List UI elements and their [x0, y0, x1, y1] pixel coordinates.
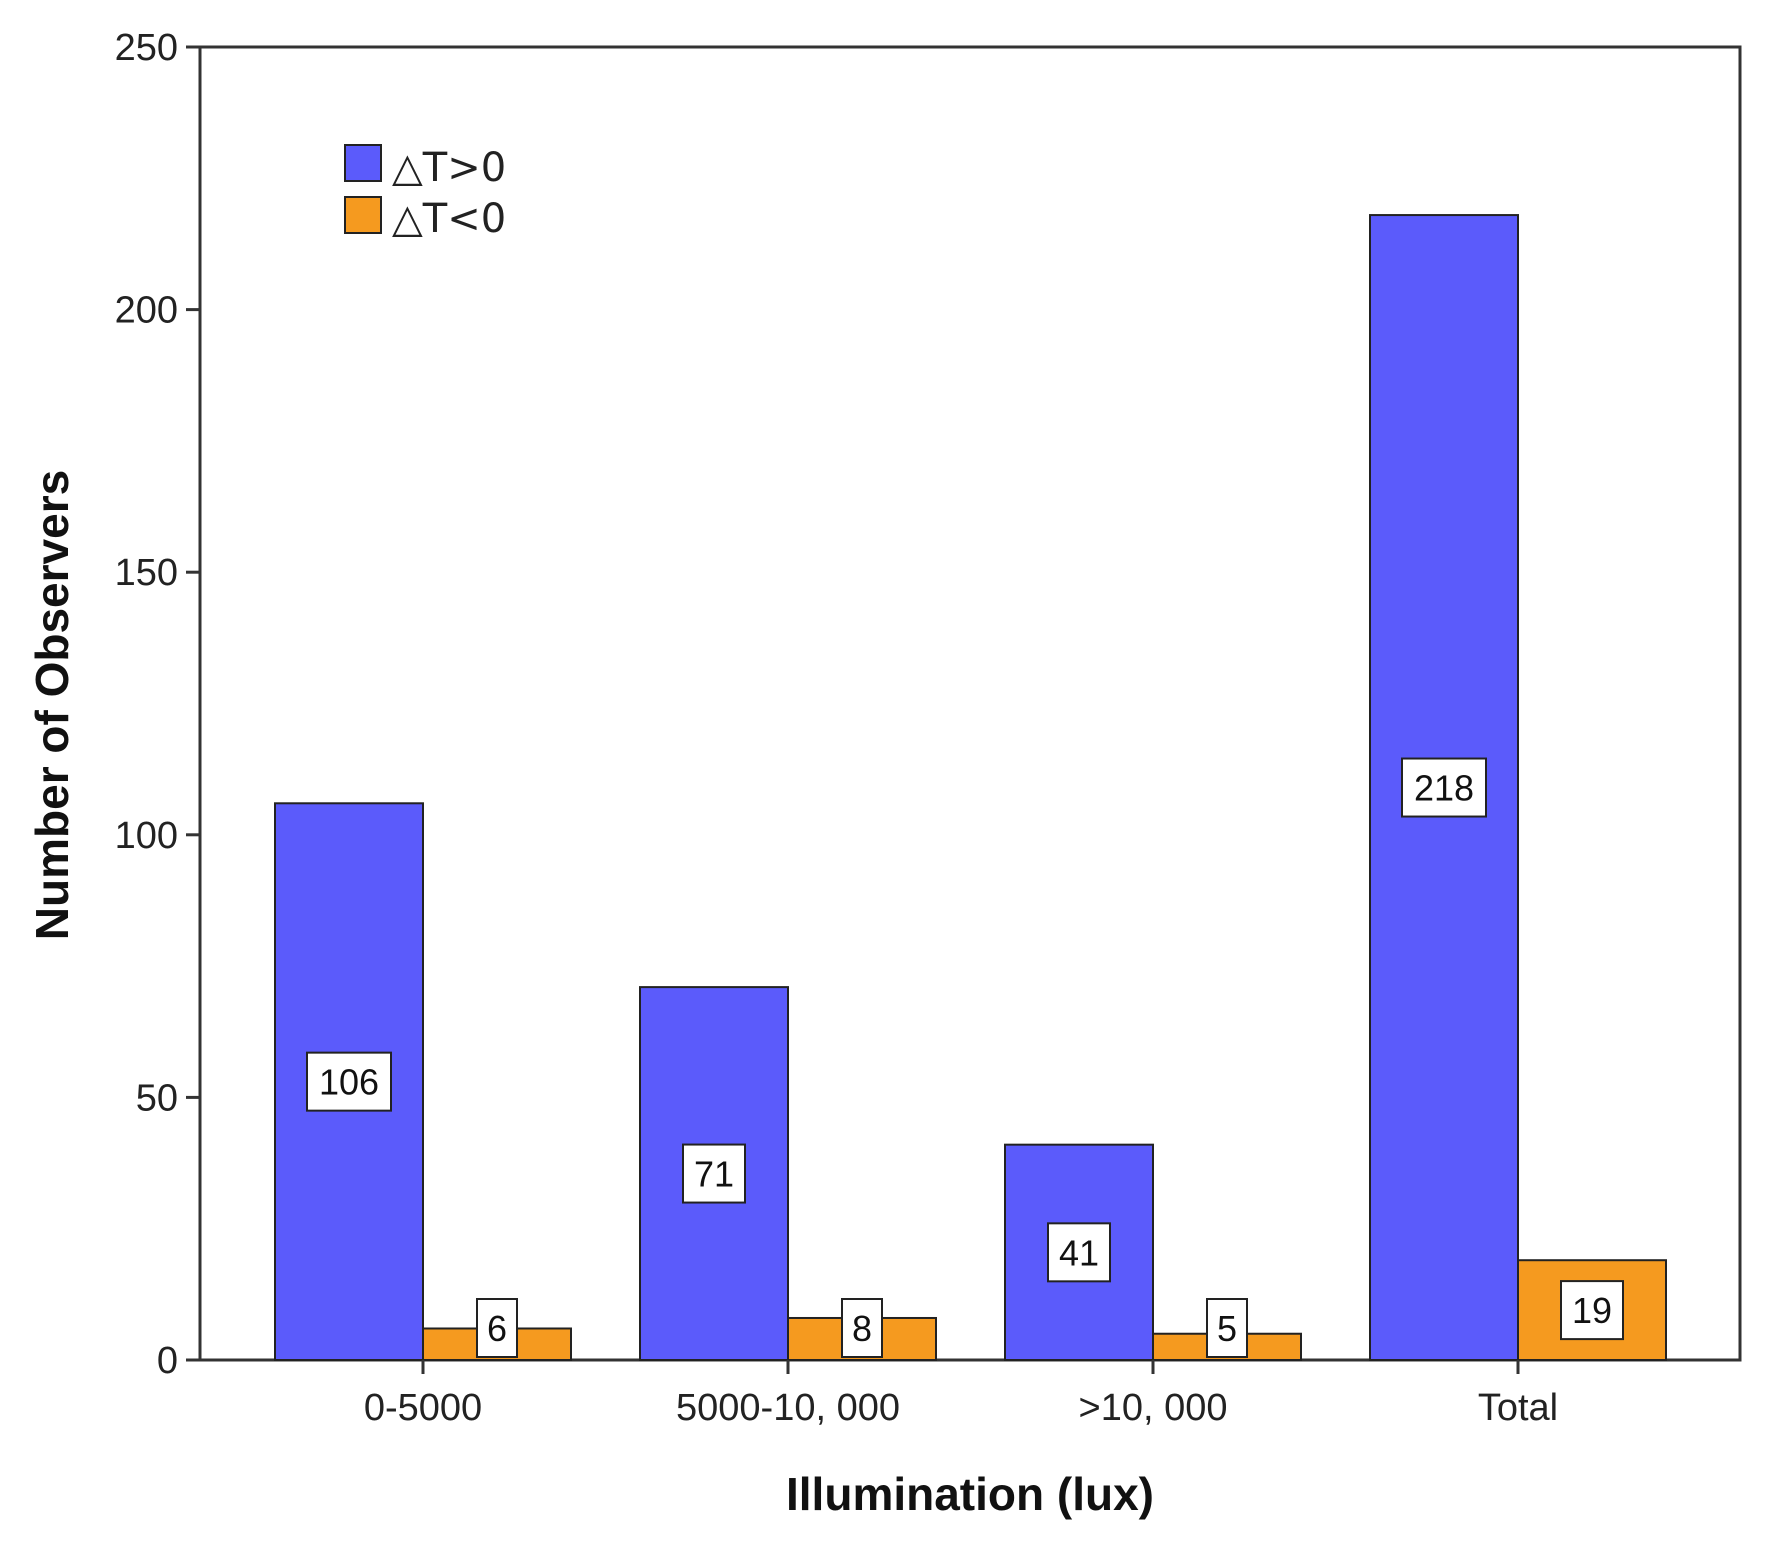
y-axis-title: Number of Observers	[26, 470, 78, 940]
data-label-box-dt-positive-10-000	[1047, 1222, 1111, 1283]
y-tick-label-150: 150	[115, 552, 178, 594]
data-label-box-dt-positive-total	[1401, 757, 1487, 818]
data-label-dt-negative-5000-10-000: 8	[852, 1308, 872, 1349]
x-tick-label-5000-10-000: 5000-10, 000	[676, 1387, 900, 1429]
data-label-dt-positive-0-5000: 106	[319, 1062, 379, 1103]
x-tick-label-10-000: >10, 000	[1079, 1387, 1228, 1429]
x-tick-label-0-5000: 0-5000	[364, 1387, 482, 1429]
y-tick-label-200: 200	[115, 290, 178, 332]
data-label-dt-negative-total: 19	[1572, 1290, 1612, 1331]
bars-layer	[274, 214, 1667, 1362]
data-label-dt-negative-10-000: 5	[1217, 1308, 1237, 1349]
data-label-box-dt-positive-5000-10-000	[682, 1143, 746, 1204]
legend-swatch-dt-positive	[344, 144, 382, 182]
y-tick-label-0: 0	[157, 1340, 178, 1382]
legend: △T>0 △T<0	[344, 144, 506, 242]
data-label-box-dt-negative-5000-10-000	[841, 1298, 883, 1358]
x-axis-ticks: 0-5000 5000-10, 000 >10, 000 Total	[364, 1360, 1558, 1429]
data-label-box-dt-negative-total	[1560, 1280, 1624, 1341]
legend-label-dt-positive: △T>0	[392, 145, 506, 191]
data-label-box-dt-positive-0-5000	[306, 1051, 392, 1112]
legend-label-dt-negative: △T<0	[392, 196, 506, 242]
legend-swatch-dt-negative	[344, 196, 382, 234]
x-axis-title: Illumination (lux)	[786, 1468, 1154, 1520]
data-label-box-dt-negative-10-000	[1206, 1298, 1248, 1358]
data-label-box-dt-negative-0-5000	[476, 1298, 518, 1358]
x-tick-label-total: Total	[1478, 1387, 1558, 1429]
y-tick-label-100: 100	[115, 815, 178, 857]
data-label-dt-positive-5000-10-000: 71	[694, 1154, 734, 1195]
data-labels-layer: 106 6 71 8 41 5 218 19	[306, 757, 1624, 1358]
y-axis-ticks: 0 50 100 150 200 250	[115, 27, 200, 1382]
data-label-dt-negative-0-5000: 6	[487, 1308, 507, 1349]
data-label-dt-positive-total: 218	[1414, 768, 1474, 809]
y-tick-label-250: 250	[115, 27, 178, 69]
y-tick-label-50: 50	[136, 1077, 178, 1119]
data-label-dt-positive-10-000: 41	[1059, 1232, 1099, 1273]
